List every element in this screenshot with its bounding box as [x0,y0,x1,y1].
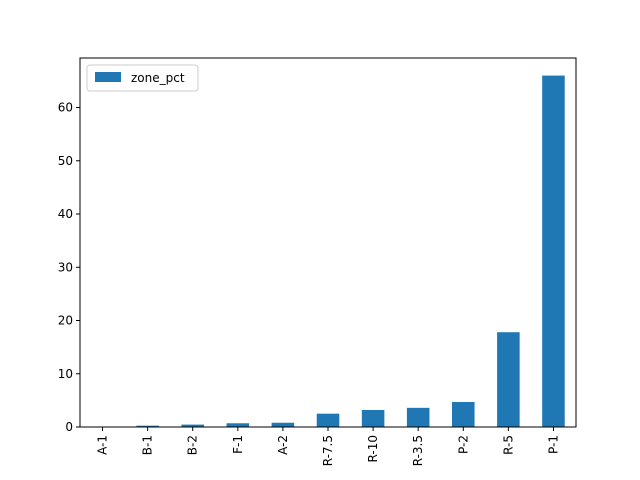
y-tick-label: 40 [58,207,73,221]
bar-R-3.5 [406,407,430,427]
bar-R-7.5 [316,413,340,427]
y-tick-label: 20 [58,314,73,328]
bar-A-2 [271,422,295,427]
y-tick-label: 30 [58,260,73,274]
x-tick-label: R-3.5 [411,435,425,466]
legend-label: zone_pct [131,71,185,85]
x-tick-label: R-10 [366,435,380,462]
y-tick-label: 50 [58,154,73,168]
plot-frame [79,57,577,428]
legend-box [86,64,199,92]
x-tick-label: F-1 [231,435,245,454]
x-tick-label: A-1 [96,435,110,455]
y-axis-ticks: 0 10 20 30 40 50 60 [58,101,80,434]
bars-group [91,75,565,427]
bar-F-1 [226,423,250,427]
bar-B-2 [181,424,204,427]
x-tick-label: R-7.5 [321,435,335,466]
legend: zone_pct [86,64,199,92]
y-tick-label: 10 [58,367,73,381]
x-axis-ticks: A-1 B-1 B-2 F-1 A-2 R-7.5 R-10 R-3.5 P-2 R-5 P-1 [96,427,560,466]
legend-swatch [95,72,121,82]
bar-R-5 [497,332,520,427]
x-tick-label: R-5 [501,435,515,455]
bar-P-1 [542,75,565,427]
x-tick-label: P-1 [546,435,560,454]
bar-P-2 [452,401,475,427]
y-tick-label: 60 [58,101,73,115]
x-tick-label: P-2 [456,435,470,454]
x-tick-label: B-1 [141,435,155,455]
y-tick-label: 0 [65,420,73,434]
bar-R-10 [361,409,385,427]
bar-B-1 [136,425,159,427]
x-tick-label: A-2 [276,435,290,455]
x-tick-label: B-2 [186,435,200,455]
